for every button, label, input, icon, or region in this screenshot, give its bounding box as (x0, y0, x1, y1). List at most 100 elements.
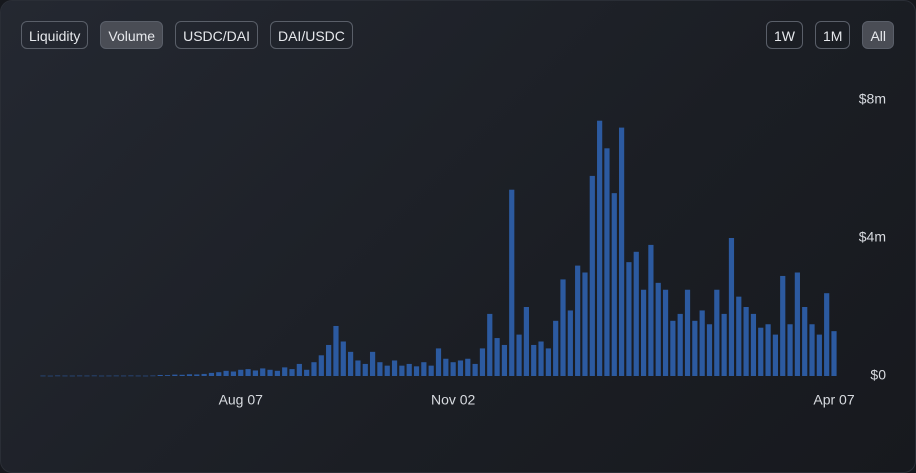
y-tick-label: $0 (870, 367, 886, 383)
bar (604, 148, 610, 376)
bar (223, 370, 229, 376)
bar (274, 370, 280, 376)
bar (802, 307, 808, 376)
y-tick-label: $4m (859, 229, 886, 245)
x-tick-label: Apr 07 (813, 392, 854, 408)
bar (523, 307, 529, 376)
range-button[interactable]: 1M (814, 21, 851, 49)
bar (450, 362, 456, 376)
bar (194, 374, 200, 376)
bar (597, 120, 603, 376)
bar (91, 375, 97, 377)
bar (780, 275, 786, 376)
bar (157, 374, 163, 376)
bar (794, 272, 800, 376)
bar (399, 365, 405, 376)
x-tick-label: Aug 07 (219, 392, 264, 408)
bar (787, 324, 793, 376)
bar (260, 368, 266, 376)
bar (391, 360, 398, 376)
bar (611, 193, 617, 376)
bar (47, 375, 53, 377)
bar (238, 369, 244, 376)
bar (179, 374, 185, 376)
bar (69, 375, 75, 377)
bar (553, 320, 559, 376)
bar (98, 375, 105, 377)
bar (582, 272, 588, 376)
bar (304, 369, 310, 376)
bar (516, 334, 522, 376)
bar (252, 370, 258, 376)
bar (494, 338, 500, 376)
bar (662, 289, 669, 376)
bar (589, 175, 595, 376)
bar (150, 375, 156, 377)
bar (113, 375, 119, 377)
bar (545, 348, 551, 376)
range-button[interactable]: 1W (765, 21, 803, 49)
bar (340, 341, 346, 376)
bar (84, 375, 90, 377)
bar (267, 369, 273, 376)
bar (809, 324, 815, 376)
bar (435, 348, 442, 376)
bar (772, 334, 779, 376)
bar (135, 375, 141, 377)
bar (62, 375, 68, 377)
bar (296, 363, 302, 376)
range-button[interactable]: All (862, 21, 894, 49)
tab-button[interactable]: USDC/DAI (175, 21, 258, 49)
bar (172, 374, 178, 376)
bar (443, 358, 449, 376)
bar (201, 373, 207, 376)
bar (377, 362, 383, 376)
bar (648, 244, 654, 376)
bar (128, 375, 134, 377)
bar (531, 344, 537, 376)
bar (743, 307, 749, 376)
bar (230, 371, 237, 376)
bar (538, 341, 544, 376)
bar (758, 327, 764, 376)
tab-button[interactable]: Liquidity (21, 21, 89, 49)
bar (369, 351, 376, 376)
bar (282, 367, 288, 376)
bar (40, 375, 46, 377)
tab-button[interactable]: Volume (100, 21, 164, 49)
bar (824, 293, 830, 376)
bar (699, 310, 705, 376)
bar (465, 358, 471, 376)
bar (289, 369, 295, 376)
bar (216, 372, 222, 376)
bar (728, 238, 735, 376)
bar (318, 355, 324, 376)
tab-button[interactable]: DAI/USDC (269, 21, 353, 49)
bar (575, 265, 581, 376)
bar (413, 366, 420, 376)
bar (677, 313, 683, 376)
bar (120, 375, 127, 377)
bar (142, 375, 149, 377)
bar (765, 324, 771, 376)
bar (750, 313, 757, 376)
bar (457, 360, 464, 376)
bar (245, 369, 251, 376)
bar (186, 374, 193, 376)
bar (633, 251, 639, 376)
bar (706, 324, 713, 376)
bar (714, 289, 720, 376)
bar (77, 375, 83, 377)
bar (428, 365, 434, 376)
bar (479, 348, 486, 376)
bar (692, 320, 698, 376)
bar (487, 313, 493, 376)
bar (501, 344, 508, 376)
bar (816, 334, 822, 376)
bar (567, 310, 573, 376)
bar (560, 279, 566, 376)
y-tick-label: $8m (859, 91, 886, 107)
bar (355, 360, 361, 376)
bar (55, 375, 61, 377)
